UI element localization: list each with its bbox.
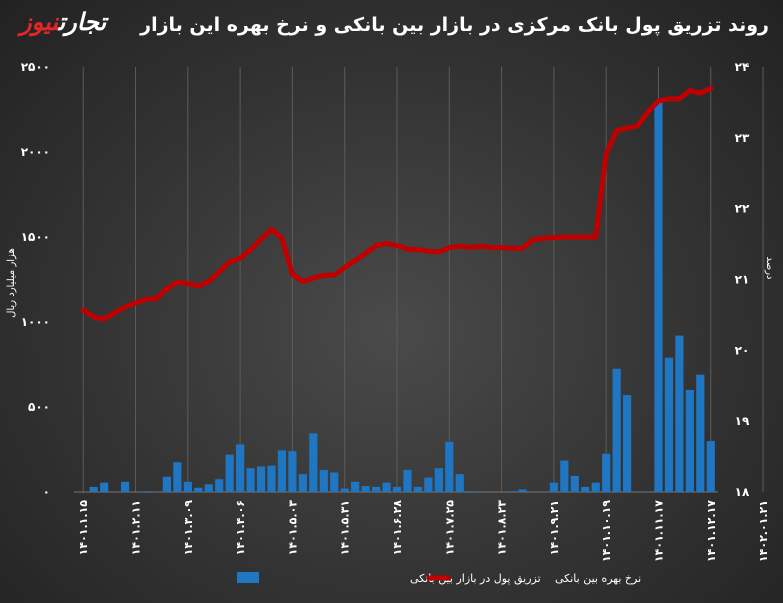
- bar: [581, 486, 590, 492]
- bar: [466, 491, 475, 492]
- bar: [560, 460, 569, 492]
- x-tick-label: ۱۴۰۱.۱۰.۱۹: [600, 500, 613, 562]
- bar: [372, 486, 381, 492]
- left-tick-label: ۵۰۰: [28, 400, 50, 414]
- legend-bar-swatch: [237, 572, 259, 583]
- bar: [89, 486, 98, 492]
- bar: [445, 441, 454, 492]
- bar: [664, 357, 674, 492]
- bar: [246, 468, 255, 492]
- x-tick-label: ۱۴۰۱.۵.۰۳: [286, 500, 299, 556]
- bar: [225, 454, 234, 492]
- bar: [215, 479, 224, 492]
- bar: [288, 451, 297, 492]
- bar: [518, 489, 527, 492]
- bar: [183, 481, 192, 492]
- x-tick-label: ۱۴۰۱.۷.۲۵: [443, 500, 456, 556]
- x-tick-label: ۱۴۰۱.۱.۱۵: [77, 500, 90, 556]
- bar: [120, 481, 130, 492]
- x-tick-label: ۱۴۰۱.۸.۲۳: [496, 500, 509, 556]
- bar: [623, 395, 632, 492]
- x-tick-label: ۱۴۰۱.۱۲.۱۷: [705, 500, 718, 562]
- logo-part2: نیوز: [20, 8, 59, 36]
- bar-series: [89, 101, 715, 492]
- left-tick-label: ۱۰۰۰: [21, 315, 50, 329]
- x-tick-label: ۱۴۰۱.۴.۰۶: [234, 500, 247, 555]
- bar: [602, 453, 611, 492]
- legend: تزریق پول در بازار بین بانکی نرخ بهره بی…: [237, 572, 641, 586]
- bar: [204, 484, 213, 492]
- bar: [570, 475, 579, 492]
- right-tick-label: ۱۸: [735, 485, 750, 499]
- right-tick-label: ۲۱: [735, 273, 750, 287]
- x-tick-label: ۱۴۰۱.۵.۳۱: [339, 500, 352, 555]
- x-tick-label: ۱۴۰۲.۰۱.۲۱: [757, 500, 770, 562]
- bar: [382, 482, 391, 492]
- bar: [340, 488, 349, 492]
- logo-part1: تجارت: [58, 8, 107, 36]
- bar: [277, 450, 287, 492]
- bar: [100, 482, 109, 492]
- bar: [162, 476, 171, 492]
- bar: [591, 482, 600, 492]
- bar: [706, 441, 715, 492]
- right-tick-label: ۲۳: [735, 131, 750, 145]
- bar: [256, 466, 266, 492]
- left-tick-label: ۱۵۰۰: [21, 230, 50, 244]
- left-axis-label: هزار میلیارد ریال: [6, 248, 17, 318]
- interest-rate-line: [80, 85, 714, 322]
- bar: [403, 469, 412, 492]
- bar: [507, 491, 517, 492]
- bar: [685, 390, 694, 492]
- logo: تجارتنیوز: [20, 8, 106, 36]
- chart-title: روند تزریق پول بانک مرکزی در بازار بین ب…: [140, 14, 769, 36]
- x-tick-label: ۱۴۰۱.۲.۱۱: [130, 500, 143, 555]
- right-tick-label: ۲۰: [735, 343, 750, 357]
- bar: [424, 477, 433, 492]
- bar: [675, 335, 684, 492]
- bar: [654, 101, 663, 492]
- bar: [434, 468, 443, 492]
- bar: [455, 474, 464, 492]
- bar: [173, 462, 182, 492]
- bar: [194, 487, 203, 492]
- left-tick-label: ۲۵۰۰: [21, 60, 50, 74]
- x-tick-label: ۱۴۰۱.۱۱.۱۷: [653, 500, 666, 562]
- left-tick-label: ۰: [43, 485, 50, 499]
- right-tick-label: ۲۲: [735, 202, 750, 216]
- left-axis-ticks: ۲۵۰۰ ۲۰۰۰ ۱۵۰۰ ۱۰۰۰ ۵۰۰ ۰: [21, 60, 50, 499]
- bar: [549, 482, 558, 492]
- bar: [319, 469, 328, 492]
- bar: [612, 368, 621, 492]
- bar: [696, 374, 705, 492]
- right-axis-ticks: ۲۴ ۲۳ ۲۲ ۲۱ ۲۰ ۱۹ ۱۸: [735, 60, 750, 499]
- legend-line-label: نرخ بهره بین بانکی: [555, 572, 641, 585]
- line-series: [80, 85, 714, 322]
- left-tick-label: ۲۰۰۰: [21, 145, 50, 159]
- bar: [392, 486, 402, 492]
- bar: [236, 444, 245, 492]
- bar: [309, 433, 318, 492]
- bar: [141, 491, 151, 492]
- x-tick-label: ۱۴۰۱.۶.۲۸: [391, 500, 404, 556]
- bar: [361, 486, 370, 492]
- x-axis-ticks: ۱۴۰۱.۱.۱۵ ۱۴۰۱.۲.۱۱ ۱۴۰۱.۳.۰۹ ۱۴۰۱.۴.۰۶ ۱۴۰۱…: [77, 500, 770, 562]
- right-tick-label: ۲۴: [735, 60, 750, 74]
- bar: [413, 486, 422, 492]
- right-tick-label: ۱۹: [735, 414, 750, 428]
- right-axis-label: درصد: [764, 256, 775, 279]
- bar: [330, 472, 339, 492]
- bar: [298, 474, 307, 492]
- x-tick-label: ۱۴۰۱.۳.۰۹: [182, 500, 195, 556]
- bar: [267, 465, 276, 492]
- x-tick-label: ۱۴۰۱.۹.۲۱: [548, 500, 561, 555]
- bar: [351, 481, 360, 492]
